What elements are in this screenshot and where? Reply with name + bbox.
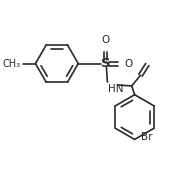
Text: S: S [101, 57, 110, 70]
Text: HN: HN [108, 84, 124, 94]
Text: Br: Br [141, 132, 152, 142]
Text: O: O [124, 59, 132, 69]
Text: CH₃: CH₃ [3, 59, 21, 69]
Text: O: O [101, 35, 110, 45]
